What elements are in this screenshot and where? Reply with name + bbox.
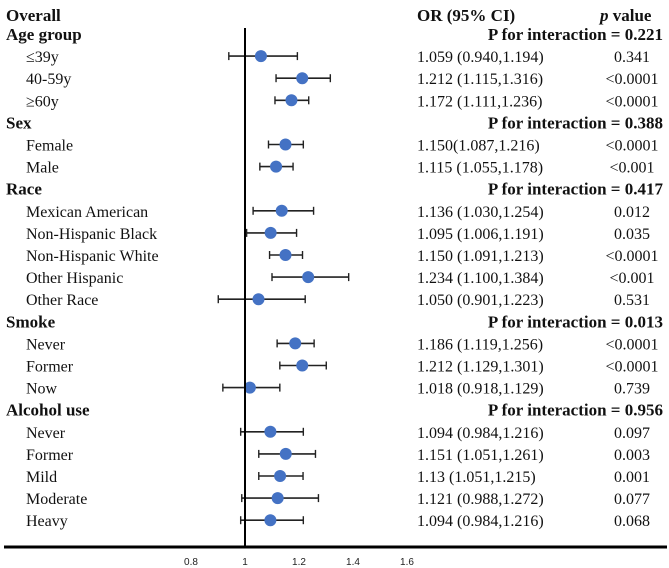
x-tick-label: 1.4 [346, 557, 360, 568]
group-label: Race [6, 180, 42, 199]
or-point [279, 447, 292, 460]
or-ci-text: 1.172 (1.111,1.236) [417, 93, 542, 110]
p-value-text: <0.0001 [605, 359, 658, 376]
or-point [279, 138, 292, 151]
row-label: Mild [26, 469, 57, 486]
or-point [296, 72, 309, 85]
or-point [264, 514, 277, 527]
or-ci-text: 1.150(1.087,1.216) [417, 138, 540, 155]
or-point [264, 226, 277, 239]
group-label: Sex [6, 113, 32, 132]
row-label: ≥60y [26, 93, 59, 110]
p-value-text: <0.0001 [605, 138, 658, 155]
or-ci-text: 1.059 (0.940,1.194) [417, 49, 544, 66]
interaction-p: P for interaction = 0.221 [488, 25, 663, 44]
interaction-p: P for interaction = 0.417 [488, 180, 664, 199]
or-ci-text: 1.13 (1.051,1.215) [417, 469, 536, 486]
x-tick-label: 1.2 [292, 557, 306, 568]
or-ci-text: 1.094 (0.984,1.216) [417, 425, 544, 442]
group-label: Age group [6, 25, 82, 44]
or-point [285, 94, 298, 107]
p-value-header-rest: value [609, 6, 652, 25]
row-label: Other Hispanic [26, 270, 123, 287]
or-ci-text: 1.212 (1.129,1.301) [417, 359, 544, 376]
or-ci-text: 1.018 (0.918,1.129) [417, 381, 544, 398]
interaction-p: P for interaction = 0.956 [488, 401, 663, 420]
p-value-text: 0.097 [614, 425, 650, 442]
or-ci-text: 1.151 (1.051,1.261) [417, 447, 544, 464]
p-value-header-p: p [598, 6, 609, 25]
forest-rows: Age group P for interaction = 0.221 ≤39y 1.… [6, 25, 663, 530]
row-label: Heavy [26, 513, 68, 530]
or-ci-text: 1.050 (0.901,1.223) [417, 292, 544, 309]
p-value-text: 0.068 [614, 513, 650, 530]
or-point [243, 381, 256, 394]
group-label: Smoke [6, 312, 56, 331]
or-point [289, 337, 302, 350]
or-point [252, 293, 265, 306]
p-value-header: p value [598, 6, 652, 25]
p-value-text: <0.0001 [605, 248, 658, 265]
row-label: Mexican American [26, 204, 148, 221]
interaction-p: P for interaction = 0.013 [488, 312, 663, 331]
or-ci-text: 1.115 (1.055,1.178) [417, 160, 543, 177]
p-value-text: 0.003 [614, 447, 650, 464]
x-tick-label: 1.6 [400, 557, 414, 568]
or-ci-text: 1.136 (1.030,1.254) [417, 204, 544, 221]
row-label: Never [26, 336, 66, 353]
p-value-text: 0.012 [614, 204, 650, 221]
or-point [279, 249, 292, 261]
p-value-text: 0.739 [614, 381, 650, 398]
forest-marks [217, 50, 350, 527]
row-label: Female [26, 138, 73, 155]
p-value-text: 0.531 [614, 292, 650, 309]
or-point [254, 50, 267, 63]
or-point [274, 470, 287, 482]
row-label: Now [26, 381, 58, 398]
p-value-text: <0.001 [609, 270, 654, 287]
row-label: Male [26, 160, 59, 177]
x-tick-label: 1 [242, 557, 248, 568]
p-value-text: 0.341 [614, 49, 650, 66]
p-value-text: 0.077 [614, 491, 650, 508]
row-label: Moderate [26, 491, 87, 508]
or-ci-text: 1.212 (1.115,1.316) [417, 71, 543, 88]
or-ci-text: 1.186 (1.119,1.256) [417, 336, 543, 353]
or-point [296, 359, 309, 372]
interaction-p: P for interaction = 0.388 [488, 113, 663, 132]
p-value-text: <0.0001 [605, 336, 658, 353]
p-value-text: 0.001 [614, 469, 650, 486]
or-point [302, 271, 315, 284]
or-point [270, 160, 283, 173]
or-point [264, 425, 277, 438]
row-label: Non-Hispanic White [26, 248, 159, 265]
p-value-text: <0.001 [609, 160, 654, 177]
p-value-text: <0.0001 [605, 71, 658, 88]
plot-header: Overall OR (95% CI) p value [6, 6, 652, 25]
or-ci-header: OR (95% CI) [417, 6, 515, 25]
or-ci-text: 1.150 (1.091,1.213) [417, 248, 544, 265]
row-label: ≤39y [26, 49, 59, 66]
or-point [275, 204, 288, 217]
x-tick-label: 0.8 [184, 557, 198, 568]
or-point [271, 492, 284, 505]
row-label: 40-59y [26, 71, 71, 88]
or-ci-text: 1.121 (0.988,1.272) [417, 491, 544, 508]
or-ci-text: 1.234 (1.100,1.384) [417, 270, 544, 287]
row-label: Other Race [26, 292, 98, 309]
overall-header: Overall [6, 6, 61, 25]
row-label: Former [26, 447, 74, 464]
row-label: Former [26, 359, 74, 376]
row-label: Never [26, 425, 66, 442]
group-label: Alcohol use [6, 401, 90, 420]
p-value-text: <0.0001 [605, 93, 658, 110]
or-ci-text: 1.095 (1.006,1.191) [417, 226, 544, 243]
or-ci-text: 1.094 (0.984,1.216) [417, 513, 544, 530]
p-value-text: 0.035 [614, 226, 650, 243]
x-axis-ticks: 0.8 1 1.2 1.4 1.6 [184, 557, 414, 568]
row-label: Non-Hispanic Black [26, 226, 157, 243]
